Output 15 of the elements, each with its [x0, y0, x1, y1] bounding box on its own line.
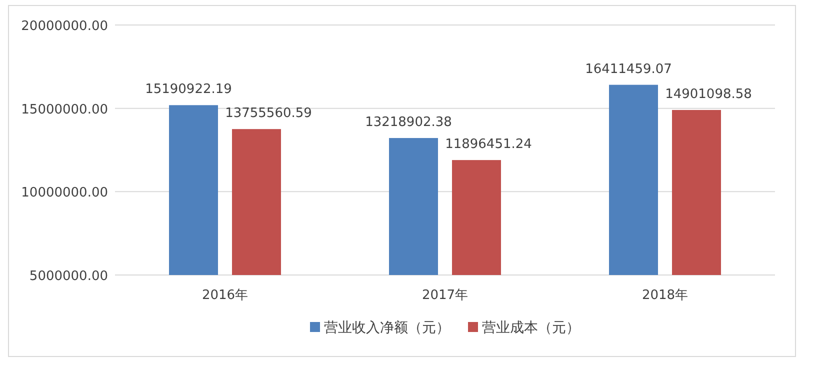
y-tick-label: 5000000.00: [29, 269, 108, 284]
y-tick-label: 20000000.00: [21, 19, 108, 34]
data-label: 15190922.19: [145, 82, 232, 98]
legend-label: 营业收入净额（元）: [324, 320, 450, 336]
data-label: 11896451.24: [445, 137, 532, 152]
x-tick-label: 2016年: [202, 288, 248, 303]
data-label: 13218902.38: [365, 115, 452, 130]
x-tick-label: 2017年: [422, 288, 468, 303]
y-tick-label: 15000000.00: [21, 102, 108, 118]
data-label: 16411459.07: [585, 62, 672, 77]
data-label: 13755560.59: [225, 106, 312, 122]
x-tick-label: 2018年: [642, 288, 688, 303]
data-label: 14901098.58: [665, 86, 752, 102]
legend-label: 营业成本（元）: [482, 320, 580, 336]
y-tick-label: 10000000.00: [21, 186, 108, 201]
